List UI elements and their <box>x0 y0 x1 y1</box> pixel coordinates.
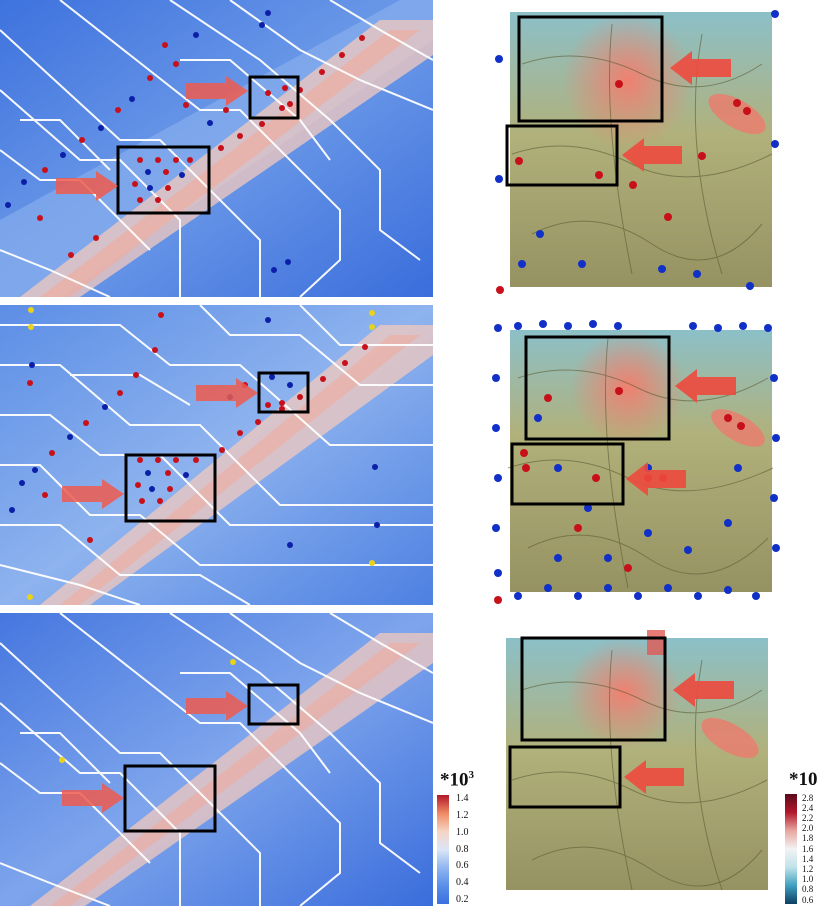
colorbar-tick-label: 1.2 <box>456 809 469 821</box>
highlight-box <box>517 15 664 123</box>
field-view-3 <box>0 613 433 906</box>
highlight-box <box>505 124 619 187</box>
highlight-box <box>508 745 622 809</box>
highlight-box <box>524 335 671 441</box>
highlight-box <box>116 145 211 215</box>
field-panel-row-1 <box>0 0 433 297</box>
pointer-arrow <box>624 673 734 794</box>
colorbar-tick-label: 0.6 <box>456 860 469 872</box>
pointer-arrow <box>56 76 248 201</box>
highlight-box <box>510 442 625 506</box>
colorbar-tick-label: 2.8 <box>802 792 814 803</box>
highlight-box <box>124 453 217 523</box>
pointer-arrow <box>622 51 731 172</box>
volume-panel-row-1 <box>492 4 788 297</box>
colorbar-tick-label: 1.0 <box>456 826 469 838</box>
colorbar-left-gradient <box>437 795 449 904</box>
event-markers <box>5 10 365 273</box>
colorbar-tick-label: 1.2 <box>802 863 814 874</box>
highlight-box <box>520 636 667 742</box>
colorbar-tick-label: 0.4 <box>456 877 469 889</box>
field-view-2 <box>0 305 433 605</box>
pointer-arrow <box>62 691 248 813</box>
colorbar-tick-label: 2.2 <box>802 812 814 823</box>
colorbar-tick-label: 0.6 <box>802 894 814 905</box>
colorbar-tick-label: 0.8 <box>802 884 814 895</box>
colorbar-tick-label: 1.6 <box>802 843 814 854</box>
volume-view-3 <box>492 630 778 898</box>
colorbar-tick-label: 0.8 <box>456 843 469 855</box>
field-panel-row-2 <box>0 305 433 605</box>
highlight-box <box>248 75 300 120</box>
highlight-box <box>247 683 300 726</box>
volume-panel-row-2 <box>488 318 788 606</box>
highlight-box <box>257 371 310 414</box>
volume-view-2 <box>488 318 788 606</box>
highlight-box <box>123 764 217 833</box>
colorbar-left-title: *103 <box>440 769 474 791</box>
volume-panel-row-3 <box>492 630 778 898</box>
pointer-arrow <box>626 369 736 496</box>
colorbar-right-title: *10 <box>789 769 818 790</box>
colorbar-tick-label: 1.0 <box>802 874 814 885</box>
volume-view-1 <box>492 4 788 297</box>
field-view-1 <box>0 0 433 297</box>
colorbar-tick-label: 1.4 <box>456 793 469 804</box>
colorbar-tick-label: 1.4 <box>802 853 814 864</box>
pointer-arrow <box>62 378 258 509</box>
colorbar-tick-label: 1.8 <box>802 833 814 844</box>
colorbar-tick-label: 0.2 <box>456 894 469 905</box>
colorbar-right-gradient <box>785 794 797 904</box>
colorbar-tick-label: 2.4 <box>802 802 814 813</box>
colorbar-tick-label: 2.0 <box>802 823 814 834</box>
field-panel-row-3 <box>0 613 433 906</box>
